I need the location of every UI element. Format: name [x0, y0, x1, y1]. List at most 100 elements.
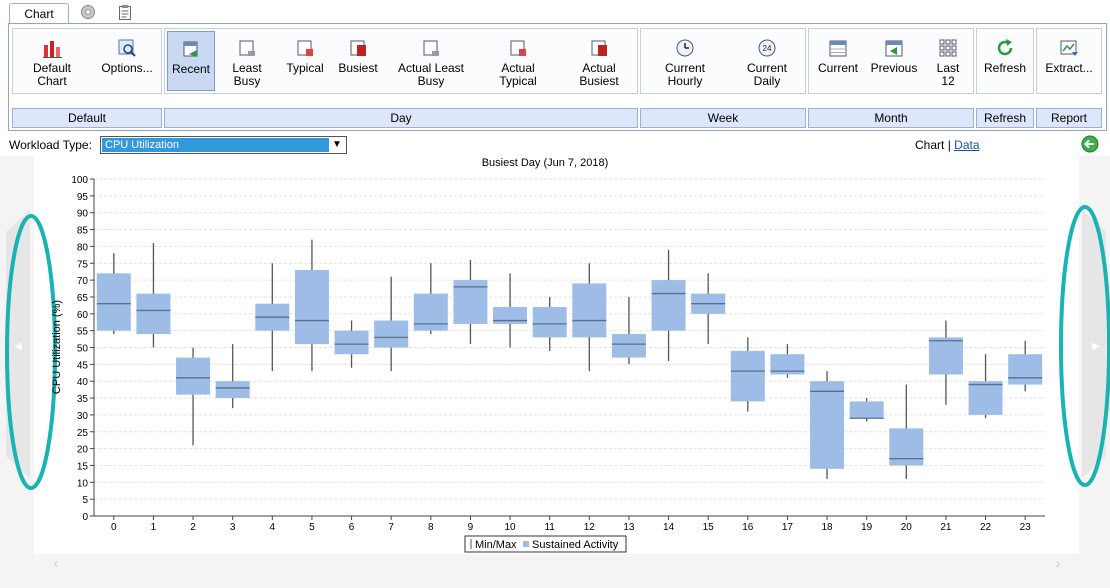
current-daily-button[interactable]: 24 Current Daily: [733, 31, 801, 91]
x-tick-label: 10: [505, 522, 517, 533]
actual-busiest-calendar-icon: [591, 40, 607, 56]
actual-least-busy-label: Actual Least Busy: [397, 61, 465, 88]
back-arrow-icon[interactable]: [1081, 135, 1099, 153]
options-button[interactable]: Options...: [93, 31, 161, 91]
workload-type-label: Workload Type:: [9, 138, 92, 152]
current-month-label: Current: [817, 61, 858, 75]
refresh-label: Refresh: [983, 61, 1027, 75]
chevron-left-icon[interactable]: ◀: [14, 341, 22, 352]
current-daily-label: Current Daily: [746, 61, 787, 88]
x-tick-label: 17: [782, 522, 794, 533]
bar-chart-icon: [43, 41, 62, 58]
tab-chart[interactable]: Chart: [9, 3, 69, 25]
y-tick-label: 45: [77, 360, 89, 371]
current-month-button[interactable]: Current: [813, 31, 863, 91]
y-tick-label: 30: [77, 411, 89, 422]
view-switcher: Chart | Data: [915, 138, 980, 152]
group-label-week: Week: [640, 108, 806, 128]
typical-button[interactable]: Typical: [279, 31, 331, 91]
x-axis-ticks: 0 1 2 3 4 5 6 7 8 9 10 11 12 13 14 15 16 17 18 19 20 21 22 23: [94, 515, 1045, 533]
highlight-circle-right: [1059, 205, 1110, 487]
x-tick-label: 9: [468, 522, 474, 533]
sustained-activity-box: [611, 334, 646, 358]
grid-calendar-icon: [939, 39, 957, 57]
y-tick-label: 70: [77, 276, 89, 287]
gridlines: [94, 178, 1045, 517]
workload-selected-value: CPU Utilization: [102, 138, 329, 152]
y-tick-label: 40: [77, 377, 89, 388]
actual-least-busy-button[interactable]: Actual Least Busy: [391, 31, 471, 91]
sustained-activity-box: [928, 337, 963, 375]
x-tick-label: 23: [1020, 522, 1032, 533]
sustained-activity-box: [532, 307, 567, 338]
recent-calendar-icon: [183, 41, 198, 57]
clipboard-icon[interactable]: [117, 4, 133, 20]
last-12-button[interactable]: Last 12: [927, 31, 969, 91]
group-week: Current Hourly 24 Current Daily: [640, 28, 806, 94]
legend-sustained: Sustained Activity: [532, 539, 619, 551]
nav-next-area[interactable]: ▶: [1082, 210, 1106, 478]
x-tick-label: 0: [111, 522, 117, 533]
x-tick-label: 16: [742, 522, 754, 533]
x-tick-label: 5: [309, 522, 315, 533]
chart-title: Busiest Day (Jun 7, 2018): [482, 157, 609, 169]
scroll-left-icon[interactable]: ‹: [54, 555, 59, 571]
sustained-activity-box: [176, 357, 211, 395]
ribbon-toolbar: Default Chart Options... Recent: [8, 23, 1107, 131]
sustained-activity-box: [294, 269, 329, 345]
group-report: Extract...: [1036, 28, 1102, 94]
disc-icon[interactable]: [80, 4, 96, 20]
x-tick-label: 6: [349, 522, 355, 533]
actual-busiest-button[interactable]: Actual Busiest: [569, 31, 629, 91]
sustained-activity-box: [889, 428, 924, 466]
sustained-activity-box: [374, 320, 409, 348]
x-tick-label: 1: [151, 522, 157, 533]
sustained-activity-box: [136, 293, 171, 335]
y-tick-label: 35: [77, 394, 89, 405]
x-tick-label: 7: [388, 522, 394, 533]
group-label-report: Report: [1036, 108, 1102, 128]
previous-month-button[interactable]: Previous: [867, 31, 921, 91]
tab-strip: Chart: [0, 0, 1110, 25]
extract-button[interactable]: Extract...: [1039, 31, 1099, 91]
least-busy-button[interactable]: Least Busy: [223, 31, 271, 91]
sustained-activity-box: [413, 293, 448, 331]
x-tick-label: 12: [584, 522, 596, 533]
group-label-month: Month: [808, 108, 974, 128]
sustained-activity-box: [810, 381, 845, 469]
month-calendar-icon: [829, 40, 847, 57]
actual-least-busy-calendar-icon: [423, 40, 439, 56]
view-separator: |: [947, 138, 951, 152]
y-tick-label: 20: [77, 445, 89, 456]
chevron-right-icon[interactable]: ▶: [1092, 341, 1100, 352]
nav-prev-area[interactable]: ◀: [6, 210, 30, 478]
group-refresh: Refresh: [976, 28, 1034, 94]
box-series: [96, 239, 1043, 479]
y-tick-label: 0: [82, 512, 88, 523]
x-tick-label: 20: [901, 522, 913, 533]
data-view-link[interactable]: Data: [954, 138, 980, 152]
scroll-right-icon[interactable]: ›: [1056, 555, 1061, 571]
workload-type-select[interactable]: CPU Utilization ▼: [100, 136, 347, 154]
y-tick-label: 50: [77, 344, 89, 355]
default-chart-button[interactable]: Default Chart: [19, 31, 85, 91]
x-tick-label: 22: [980, 522, 992, 533]
actual-typical-button[interactable]: Actual Typical: [487, 31, 549, 91]
refresh-icon: [997, 39, 1013, 56]
y-tick-label: 80: [77, 242, 89, 253]
sustained-activity-box: [334, 330, 369, 355]
sustained-activity-box: [96, 273, 131, 331]
current-hourly-button[interactable]: Current Hourly: [651, 31, 719, 91]
typical-calendar-icon: [297, 40, 313, 56]
sustained-activity-box: [968, 381, 1003, 415]
typical-label: Typical: [286, 61, 324, 75]
busiest-button[interactable]: Busiest: [335, 31, 381, 91]
recent-button[interactable]: Recent: [167, 31, 215, 91]
y-tick-label: 55: [77, 327, 89, 338]
chevron-down-icon[interactable]: ▼: [332, 139, 342, 150]
busiest-label: Busiest: [338, 61, 378, 75]
least-busy-calendar-icon: [239, 40, 255, 56]
chart-view-label: Chart: [915, 138, 945, 152]
refresh-button[interactable]: Refresh: [979, 31, 1031, 91]
